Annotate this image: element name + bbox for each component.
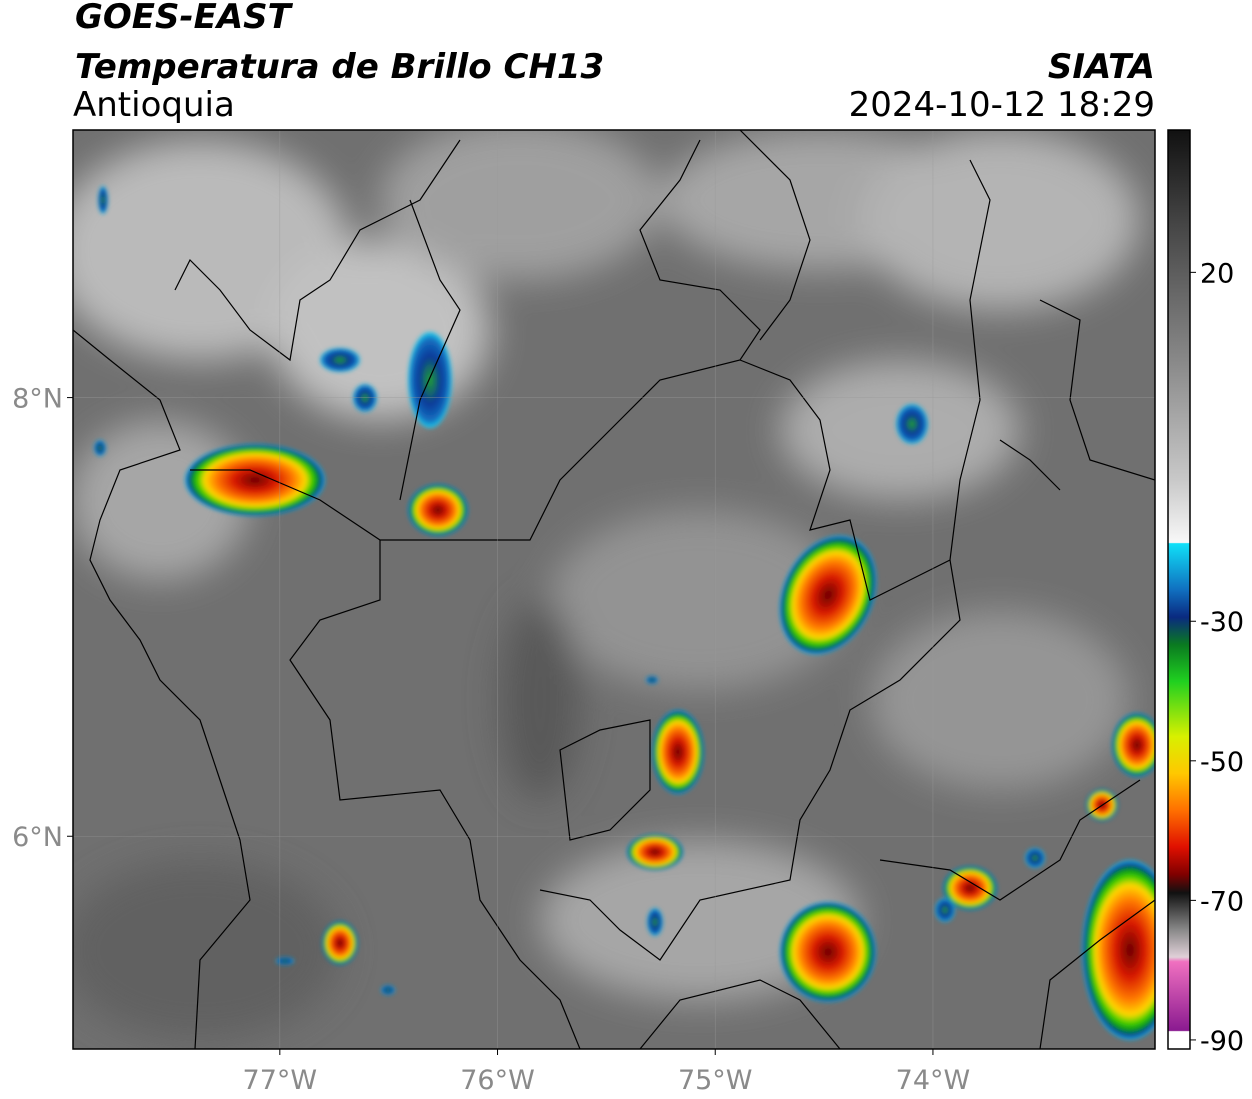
- colorbar-tick-label: -50: [1200, 747, 1244, 778]
- map-frame: [72, 129, 1156, 1050]
- y-tick-label: 8°N: [12, 384, 63, 415]
- y-tick-label: 6°N: [12, 822, 63, 853]
- x-tick-label: 75°W: [678, 1065, 753, 1096]
- colorbar: [1167, 129, 1191, 1050]
- region: Antioquia: [73, 85, 235, 125]
- subtitle: Temperatura de Brillo CH13: [75, 47, 604, 87]
- x-tick-label: 77°W: [243, 1065, 318, 1096]
- title: GOES-EAST: [75, 0, 294, 37]
- satellite-image: [73, 130, 1155, 1049]
- timestamp: 2024-10-12 18:29: [849, 85, 1155, 125]
- boundaries: [73, 130, 1155, 1049]
- colorbar-tick-label: -30: [1200, 607, 1244, 638]
- colorbar-tick-label: 20: [1200, 258, 1234, 289]
- colorbar-tick-label: -90: [1200, 1026, 1244, 1057]
- x-tick-label: 76°W: [460, 1065, 535, 1096]
- source: SIATA: [1048, 47, 1155, 87]
- x-tick-label: 74°W: [896, 1065, 971, 1096]
- colorbar-tick-label: -70: [1200, 886, 1244, 917]
